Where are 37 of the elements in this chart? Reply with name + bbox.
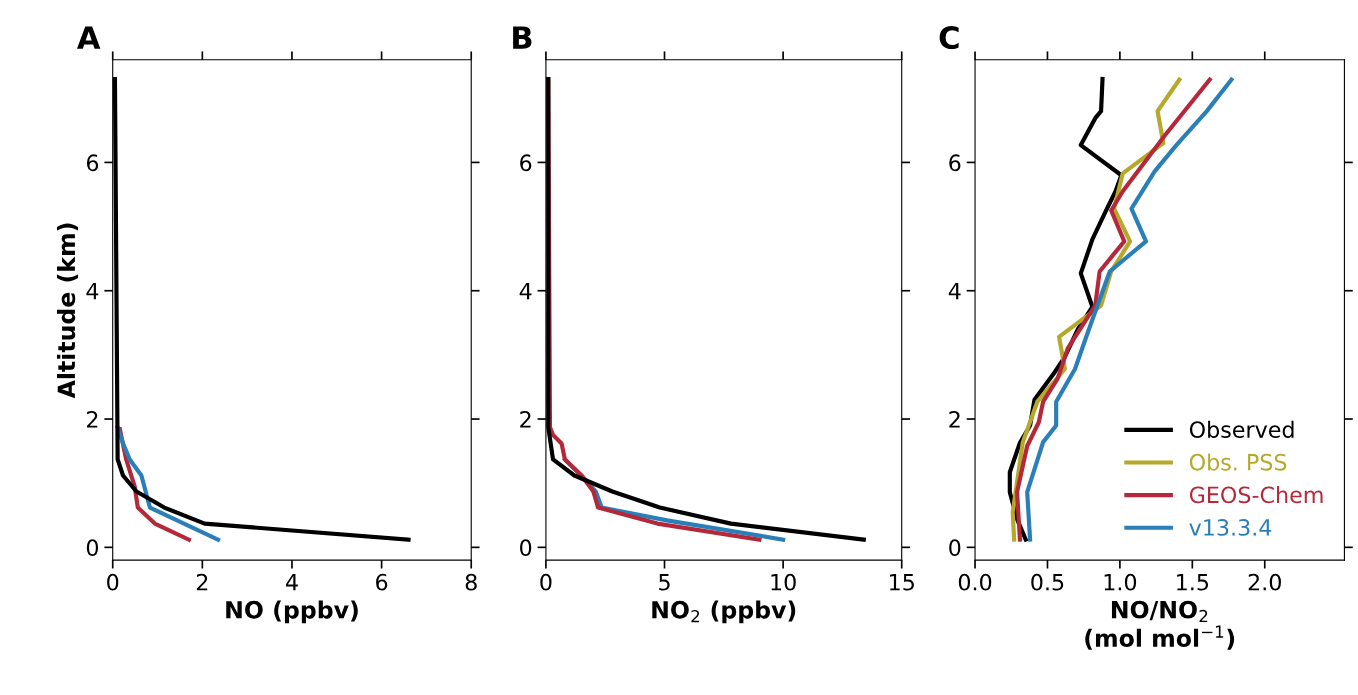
y-axis-title: Altitude (km) — [56, 223, 79, 399]
y-tick-label: 0 — [86, 539, 99, 557]
x-tick-label: 6 — [376, 573, 388, 591]
x-tick-label: 0 — [540, 573, 552, 591]
y-tick-label: 4 — [86, 282, 99, 300]
y-tick-label: 6 — [86, 154, 99, 172]
legend-label: GEOS-Chem — [1189, 486, 1323, 504]
legend-label: v13.3.4 — [1189, 519, 1272, 536]
x-tick-label: 0.0 — [958, 573, 992, 591]
y-tick-label: 2 — [87, 410, 98, 428]
y-tick-label: 2 — [520, 410, 531, 428]
chart-title: B — [513, 26, 532, 49]
x-axis-title: NO (ppbv) — [226, 600, 358, 624]
y-tick-label: 6 — [949, 154, 961, 172]
x-tick-label: 10 — [771, 573, 796, 591]
y-tick-label: 0 — [949, 539, 961, 557]
y-tick-label: 4 — [519, 282, 532, 300]
x-tick-label: 8 — [465, 573, 477, 591]
y-tick-label: 6 — [520, 154, 532, 172]
chart-title: C — [939, 25, 959, 50]
y-tick-label: 0 — [520, 539, 532, 557]
x-tick-label: 0.5 — [1031, 573, 1064, 591]
y-tick-label: 4 — [948, 282, 961, 300]
x-tick-label: 15 — [890, 574, 914, 591]
x-axis-title: NO$_{2}$ (ppbv) — [652, 600, 796, 624]
legend-label: Observed — [1189, 420, 1294, 439]
x-tick-label: 1.0 — [1104, 573, 1137, 591]
legend-label: Obs. PSS — [1189, 453, 1287, 471]
x-tick-label: 0 — [107, 573, 119, 591]
y-tick-label: 2 — [949, 410, 960, 428]
x-tick-label: 4 — [285, 574, 298, 591]
x-tick-label: 2 — [196, 573, 208, 591]
x-axis-title: NO/NO$_{2}$ (mol mol$^{−1}$) — [1085, 600, 1235, 650]
chart-title: A — [77, 26, 101, 49]
x-tick-label: 5 — [659, 574, 670, 591]
x-tick-label: 2.0 — [1248, 573, 1281, 591]
x-tick-label: 1.5 — [1177, 574, 1209, 591]
